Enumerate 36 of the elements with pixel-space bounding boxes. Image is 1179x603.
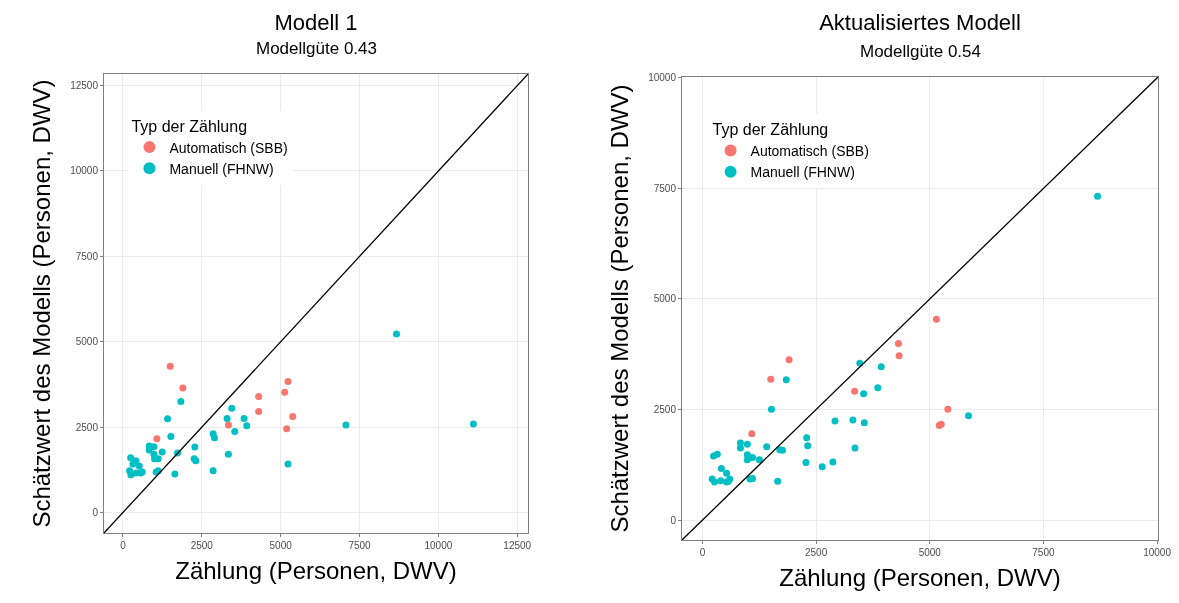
x-axis-title: Zählung (Personen, DWV) xyxy=(175,557,457,585)
y-axis-title: Schätzwert des Modells (Personen, DWV) xyxy=(606,84,634,533)
x-tick-label: 7500 xyxy=(348,540,372,551)
y-tick-label: 5000 xyxy=(75,336,99,348)
x-tick-label: 0 xyxy=(120,540,127,551)
legend-title: Typ der Zählung xyxy=(712,120,829,138)
y-tick-label: 5000 xyxy=(653,293,677,305)
x-tick-label: 10000 xyxy=(1143,547,1172,558)
chart-subtitle: Modellgüte 0.54 xyxy=(860,42,981,61)
y-tick-label: 7500 xyxy=(75,250,99,262)
chart-title: Aktualisiertes Modell xyxy=(819,10,1021,36)
y-axis-title: Schätzwert des Modells (Personen, DWV) xyxy=(28,79,56,528)
x-tick-label: 5000 xyxy=(269,540,293,551)
legend-label: Automatisch (SBB) xyxy=(169,139,288,156)
x-tick-label: 2500 xyxy=(190,540,214,551)
legend-label: Manuell (FHNW) xyxy=(169,160,274,177)
x-tick-label: 10000 xyxy=(424,540,453,551)
x-axis-title: Zählung (Personen, DWV) xyxy=(779,564,1061,592)
y-tick-label: 10000 xyxy=(70,165,99,177)
y-tick-label: 12500 xyxy=(70,80,99,92)
x-tick-label: 7500 xyxy=(1032,547,1055,558)
y-tick-label: 2500 xyxy=(653,404,677,416)
legend-title: Typ der Zählung xyxy=(131,117,248,135)
chart-subtitle: Modellgüte 0.43 xyxy=(256,39,377,58)
chart-title: Modell 1 xyxy=(274,10,358,36)
x-tick-label: 5000 xyxy=(918,547,942,558)
y-tick-label: 2500 xyxy=(75,421,99,433)
y-tick-label: 7500 xyxy=(653,182,677,194)
y-tick-label: 0 xyxy=(92,507,99,519)
x-tick-label: 0 xyxy=(699,547,706,558)
legend-label: Manuell (FHNW) xyxy=(750,164,855,181)
y-tick-label: 0 xyxy=(670,514,677,526)
legend-label: Automatisch (SBB) xyxy=(750,142,869,159)
x-tick-label: 2500 xyxy=(804,547,828,558)
y-tick-label: 10000 xyxy=(648,72,677,84)
x-tick-label: 12500 xyxy=(503,540,532,551)
